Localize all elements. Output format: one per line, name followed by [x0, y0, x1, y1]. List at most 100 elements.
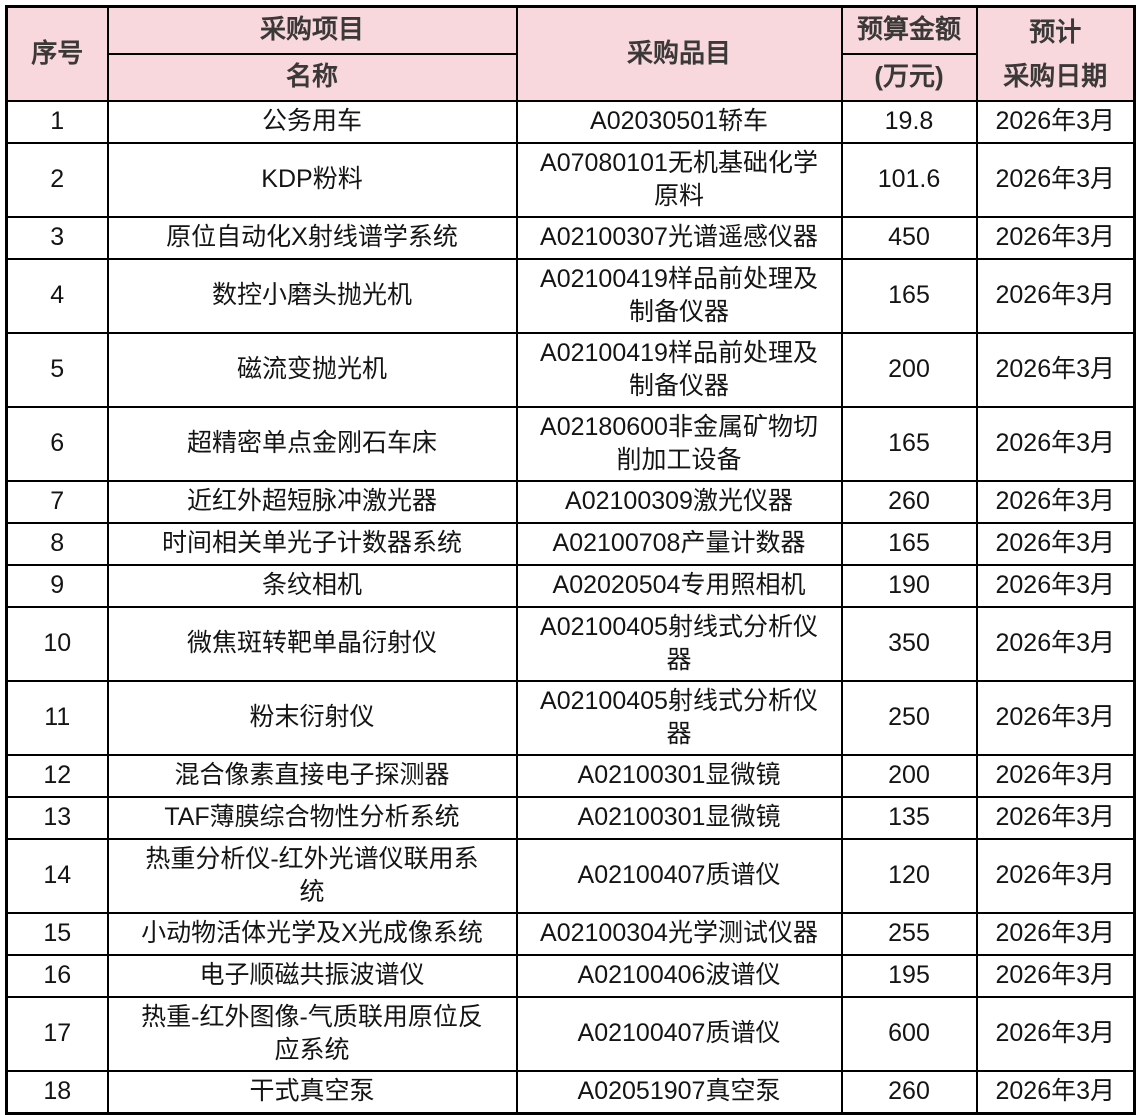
header-serial: 序号: [5, 5, 109, 102]
cell-project-name: 电子顺磁共振波谱仪: [106, 954, 518, 998]
cell-project-name: 小动物活体光学及X光成像系统: [106, 912, 518, 956]
cell-item: A02100407质谱仪: [515, 996, 843, 1072]
table-row: 7 近红外超短脉冲激光器 A02100309激光仪器 260 2026年3月: [5, 480, 1136, 524]
header-budget-line1: 预算金额: [840, 5, 978, 55]
cell-project-name: 混合像素直接电子探测器: [106, 754, 518, 798]
cell-budget: 165: [840, 522, 978, 566]
cell-budget: 19.8: [840, 100, 978, 144]
cell-serial: 17: [5, 996, 109, 1072]
cell-budget: 200: [840, 754, 978, 798]
cell-item: A02100304光学测试仪器: [515, 912, 843, 956]
cell-date: 2026年3月: [975, 754, 1136, 798]
cell-project-name: TAF薄膜综合物性分析系统: [106, 796, 518, 840]
cell-project-name: 热重分析仪-红外光谱仪联用系 统: [106, 838, 518, 914]
cell-project-name: KDP粉料: [106, 142, 518, 218]
cell-date: 2026年3月: [975, 258, 1136, 334]
cell-item: A07080101无机基础化学 原料: [515, 142, 843, 218]
cell-date: 2026年3月: [975, 606, 1136, 682]
table-row: 14 热重分析仪-红外光谱仪联用系 统 A02100407质谱仪 120 2026年3月: [5, 838, 1136, 914]
table-row: 16 电子顺磁共振波谱仪 A02100406波谱仪 195 2026年3月: [5, 954, 1136, 998]
cell-date: 2026年3月: [975, 406, 1136, 482]
table-row: 11 粉末衍射仪 A02100405射线式分析仪 器 250 2026年3月: [5, 680, 1136, 756]
cell-serial: 13: [5, 796, 109, 840]
cell-serial: 8: [5, 522, 109, 566]
cell-date: 2026年3月: [975, 796, 1136, 840]
cell-budget: 190: [840, 564, 978, 608]
cell-date: 2026年3月: [975, 954, 1136, 998]
table-row: 13 TAF薄膜综合物性分析系统 A02100301显微镜 135 2026年3月: [5, 796, 1136, 840]
cell-serial: 10: [5, 606, 109, 682]
cell-serial: 18: [5, 1070, 109, 1114]
header-row-1: 序号 采购项目 采购品目 预算金额 预计 采购日期: [5, 5, 1136, 102]
table-row: 17 热重-红外图像-气质联用原位反 应系统 A02100407质谱仪 600 2026…: [5, 996, 1136, 1072]
cell-item: A02100307光谱遥感仪器: [515, 216, 843, 260]
table-row: 6 超精密单点金刚石车床 A02180600非金属矿物切 削加工设备 165 2026年…: [5, 406, 1136, 482]
cell-project-name: 超精密单点金刚石车床: [106, 406, 518, 482]
cell-date: 2026年3月: [975, 564, 1136, 608]
cell-project-name: 公务用车: [106, 100, 518, 144]
table-row: 5 磁流变抛光机 A02100419样品前处理及 制备仪器 200 2026年3月: [5, 332, 1136, 408]
header-row-2: 名称 (万元): [7, 52, 1135, 103]
cell-budget: 250: [840, 680, 978, 756]
header-date: 预计 采购日期: [975, 5, 1136, 102]
cell-serial: 4: [5, 258, 109, 334]
cell-budget: 135: [840, 796, 978, 840]
cell-date: 2026年3月: [975, 332, 1136, 408]
cell-item: A02100309激光仪器: [515, 480, 843, 524]
cell-project-name: 干式真空泵: [106, 1070, 518, 1114]
cell-date: 2026年3月: [975, 100, 1136, 144]
table-row: 12 混合像素直接电子探测器 A02100301显微镜 200 2026年3月: [5, 754, 1136, 798]
cell-item: A02100405射线式分析仪 器: [515, 606, 843, 682]
cell-date: 2026年3月: [975, 142, 1136, 218]
cell-item: A02100405射线式分析仪 器: [515, 680, 843, 756]
cell-date: 2026年3月: [975, 216, 1136, 260]
cell-item: A02100708产量计数器: [515, 522, 843, 566]
cell-serial: 2: [5, 142, 109, 218]
cell-budget: 260: [840, 1070, 978, 1114]
cell-serial: 12: [5, 754, 109, 798]
cell-item: A02180600非金属矿物切 削加工设备: [515, 406, 843, 482]
procurement-table: 序号 采购项目 采购品目 预算金额 预计 采购日期 名称 (万元) 1 公务用车 A…: [5, 5, 1136, 1115]
cell-budget: 120: [840, 838, 978, 914]
header-item: 采购品目: [515, 5, 843, 102]
header-project-line2: 名称: [106, 52, 518, 103]
cell-serial: 1: [5, 100, 109, 144]
cell-date: 2026年3月: [975, 996, 1136, 1072]
table-row: 2 KDP粉料 A07080101无机基础化学 原料 101.6 2026年3月: [5, 142, 1136, 218]
cell-project-name: 原位自动化X射线谱学系统: [106, 216, 518, 260]
cell-project-name: 微焦斑转靶单晶衍射仪: [106, 606, 518, 682]
cell-date: 2026年3月: [975, 522, 1136, 566]
cell-budget: 450: [840, 216, 978, 260]
table-row: 3 原位自动化X射线谱学系统 A02100307光谱遥感仪器 450 2026年3月: [5, 216, 1136, 260]
cell-item: A02020504专用照相机: [515, 564, 843, 608]
cell-item: A02100407质谱仪: [515, 838, 843, 914]
cell-budget: 195: [840, 954, 978, 998]
table-row: 9 条纹相机 A02020504专用照相机 190 2026年3月: [5, 564, 1136, 608]
table-row: 18 干式真空泵 A02051907真空泵 260 2026年3月: [5, 1070, 1136, 1114]
cell-date: 2026年3月: [975, 912, 1136, 956]
cell-item: A02051907真空泵: [515, 1070, 843, 1114]
table-row: 10 微焦斑转靶单晶衍射仪 A02100405射线式分析仪 器 350 2026年3月: [5, 606, 1136, 682]
cell-project-name: 时间相关单光子计数器系统: [106, 522, 518, 566]
header-budget-line2: (万元): [840, 52, 978, 103]
cell-budget: 165: [840, 258, 978, 334]
cell-budget: 165: [840, 406, 978, 482]
table-row: 1 公务用车 A02030501轿车 19.8 2026年3月: [5, 100, 1136, 144]
cell-project-name: 磁流变抛光机: [106, 332, 518, 408]
cell-budget: 101.6: [840, 142, 978, 218]
cell-item: A02100419样品前处理及 制备仪器: [515, 332, 843, 408]
table-row: 8 时间相关单光子计数器系统 A02100708产量计数器 165 2026年3月: [5, 522, 1136, 566]
cell-budget: 350: [840, 606, 978, 682]
cell-serial: 14: [5, 838, 109, 914]
cell-item: A02100406波谱仪: [515, 954, 843, 998]
cell-serial: 5: [5, 332, 109, 408]
cell-serial: 7: [5, 480, 109, 524]
cell-item: A02100419样品前处理及 制备仪器: [515, 258, 843, 334]
cell-item: A02030501轿车: [515, 100, 843, 144]
cell-serial: 16: [5, 954, 109, 998]
cell-budget: 600: [840, 996, 978, 1072]
cell-date: 2026年3月: [975, 838, 1136, 914]
table-row: 15 小动物活体光学及X光成像系统 A02100304光学测试仪器 255 2026年3…: [5, 912, 1136, 956]
cell-date: 2026年3月: [975, 1070, 1136, 1114]
cell-project-name: 粉末衍射仪: [106, 680, 518, 756]
